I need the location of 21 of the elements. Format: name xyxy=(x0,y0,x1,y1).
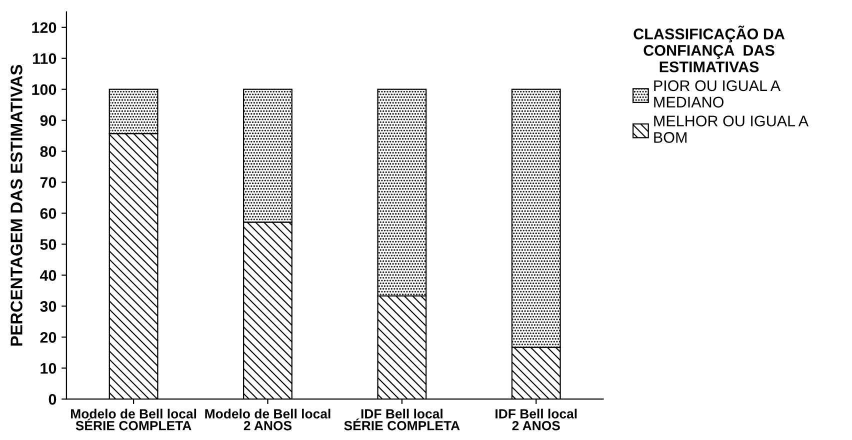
y-axis-title: PERCENTAGEM DAS ESTIMATIVAS xyxy=(10,64,22,346)
legend-label: PIOR OU IGUAL A MEDIANO xyxy=(654,80,781,108)
y-tick-label: 0 xyxy=(48,394,56,405)
legend-label: MELHOR OU IGUAL A BOM xyxy=(654,116,809,143)
y-tick-label: 90 xyxy=(40,115,56,126)
y-tick-label: 110 xyxy=(33,53,56,64)
x-tick-label: IDF Bell local SÉRIE COMPLETA xyxy=(344,408,460,430)
y-tick-label: 40 xyxy=(40,270,56,281)
y-tick-label: 10 xyxy=(40,362,56,374)
y-tick-label: 50 xyxy=(40,239,56,250)
y-tick-label: 60 xyxy=(40,208,56,219)
legend-title: CLASSIFICAÇÃO DA CONFIANÇA DAS ESTIMATIVAS xyxy=(634,26,785,72)
x-tick-label: Modelo de Bell local SÉRIE COMPLETA xyxy=(71,408,196,430)
y-tick-label: 20 xyxy=(40,332,56,343)
y-tick-label: 70 xyxy=(40,177,56,188)
y-tick-label: 100 xyxy=(32,84,56,96)
x-tick-label: Modelo de Bell local 2 ANOS xyxy=(205,408,330,430)
y-tick-label: 120 xyxy=(32,22,56,34)
y-tick-label: 30 xyxy=(40,301,56,312)
x-tick-label: IDF Bell local 2 ANOS xyxy=(496,408,577,430)
y-tick-label: 80 xyxy=(40,146,56,157)
